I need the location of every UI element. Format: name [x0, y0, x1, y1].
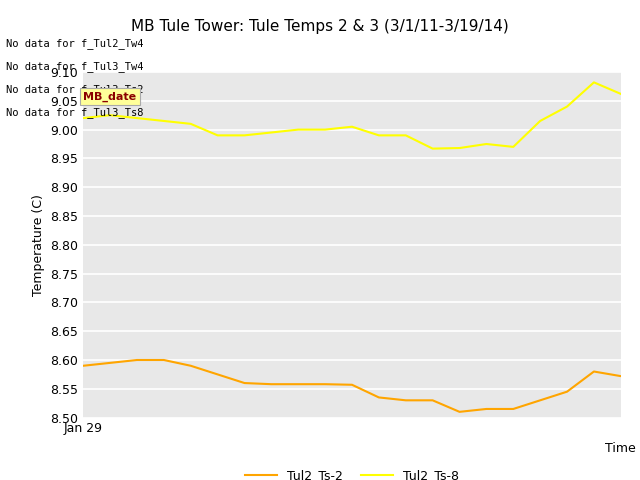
Y-axis label: Temperature (C): Temperature (C)	[32, 194, 45, 296]
Tul2_Ts-8	[160, 118, 168, 124]
Tul2_Ts-8	[241, 132, 248, 138]
Tul2_Ts-2	[617, 373, 625, 379]
Tul2_Ts-2	[509, 406, 517, 412]
Tul2_Ts-2	[375, 395, 383, 400]
Tul2_Ts-2	[321, 381, 329, 387]
Tul2_Ts-2	[429, 397, 436, 403]
Tul2_Ts-2	[348, 382, 356, 388]
Tul2_Ts-2	[241, 380, 248, 386]
Tul2_Ts-2	[483, 406, 490, 412]
Tul2_Ts-8	[268, 130, 275, 135]
Tul2_Ts-8	[563, 104, 571, 109]
Tul2_Ts-8	[402, 132, 410, 138]
Line: Tul2_Ts-2: Tul2_Ts-2	[83, 360, 621, 412]
Text: No data for f_Tul3_Tw4: No data for f_Tul3_Tw4	[6, 61, 144, 72]
Tul2_Ts-8	[79, 115, 87, 121]
Tul2_Ts-8	[106, 112, 114, 118]
Line: Tul2_Ts-8: Tul2_Ts-8	[83, 83, 621, 149]
Tul2_Ts-2	[160, 357, 168, 363]
Tul2_Ts-8	[133, 115, 141, 121]
Tul2_Ts-8	[429, 146, 436, 152]
Tul2_Ts-8	[348, 124, 356, 130]
Tul2_Ts-8	[483, 141, 490, 147]
Tul2_Ts-2	[106, 360, 114, 366]
Tul2_Ts-8	[456, 145, 463, 151]
Tul2_Ts-2	[79, 363, 87, 369]
Text: MB_date: MB_date	[83, 91, 136, 102]
X-axis label: Time: Time	[605, 442, 636, 455]
Tul2_Ts-2	[214, 372, 221, 377]
Tul2_Ts-2	[563, 389, 571, 395]
Tul2_Ts-2	[187, 363, 195, 369]
Text: No data for f_Tul2_Tw4: No data for f_Tul2_Tw4	[6, 38, 144, 49]
Tul2_Ts-2	[456, 409, 463, 415]
Text: MB Tule Tower: Tule Temps 2 & 3 (3/1/11-3/19/14): MB Tule Tower: Tule Temps 2 & 3 (3/1/11-…	[131, 19, 509, 34]
Tul2_Ts-2	[294, 381, 302, 387]
Tul2_Ts-8	[294, 127, 302, 132]
Tul2_Ts-2	[133, 357, 141, 363]
Tul2_Ts-2	[590, 369, 598, 374]
Tul2_Ts-8	[536, 118, 544, 124]
Tul2_Ts-8	[590, 80, 598, 85]
Tul2_Ts-8	[214, 132, 221, 138]
Tul2_Ts-2	[268, 381, 275, 387]
Tul2_Ts-8	[321, 127, 329, 132]
Text: No data for f_Tul3_Ts8: No data for f_Tul3_Ts8	[6, 108, 144, 119]
Tul2_Ts-2	[402, 397, 410, 403]
Tul2_Ts-8	[617, 91, 625, 97]
Tul2_Ts-8	[187, 121, 195, 127]
Tul2_Ts-2	[536, 397, 544, 403]
Tul2_Ts-8	[509, 144, 517, 150]
Tul2_Ts-8	[375, 132, 383, 138]
Text: No data for f_Tul3_Ts2: No data for f_Tul3_Ts2	[6, 84, 144, 96]
Legend: Tul2_Ts-2, Tul2_Ts-8: Tul2_Ts-2, Tul2_Ts-8	[241, 464, 463, 480]
